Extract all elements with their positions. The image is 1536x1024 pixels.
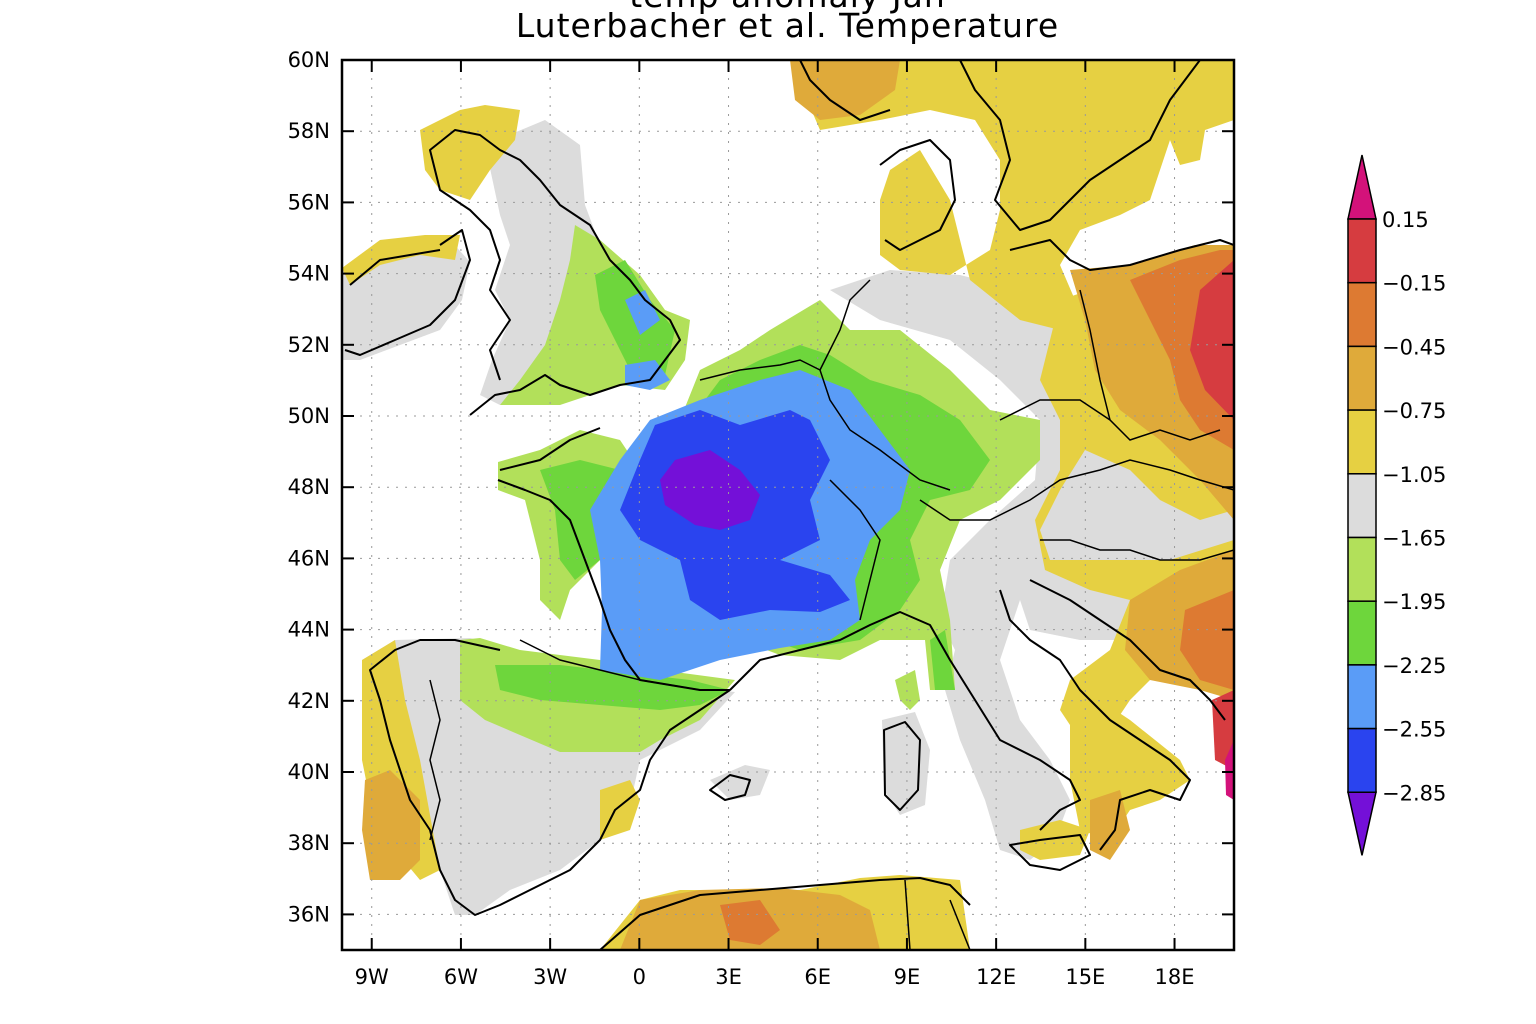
band-magenta bbox=[1225, 740, 1234, 800]
x-tick-label: 6W bbox=[444, 965, 478, 989]
colorbar-swatch bbox=[1347, 536, 1377, 602]
tick-marks bbox=[342, 59, 1234, 950]
x-tick-label: 9E bbox=[894, 965, 921, 989]
colorbar-swatch bbox=[1347, 281, 1377, 348]
colorbar-swatch bbox=[1347, 664, 1377, 730]
colorbar-label: −1.95 bbox=[1382, 590, 1446, 614]
y-axis-labels: 60N 58N 56N 54N 52N 50N 48N 46N 44N 42N 40N 38N 36N bbox=[288, 48, 330, 926]
colorbar-label: −1.05 bbox=[1382, 463, 1446, 487]
x-tick-label: 9W bbox=[355, 965, 389, 989]
y-tick-label: 54N bbox=[288, 262, 330, 286]
colorbar-swatch bbox=[1347, 600, 1377, 666]
x-tick-label: 6E bbox=[804, 965, 831, 989]
x-tick-label: 15E bbox=[1065, 965, 1105, 989]
colorbar-label: −0.45 bbox=[1382, 335, 1446, 359]
x-axis-labels: 9W 6W 3W 0 3E 6E 9E 12E 15E 18E bbox=[355, 965, 1195, 989]
colorbar-swatch bbox=[1347, 473, 1377, 539]
colorbar-label: −2.55 bbox=[1382, 718, 1446, 742]
map-title-line-2: Luterbacher et al. Temperature bbox=[515, 6, 1060, 45]
y-tick-label: 46N bbox=[288, 546, 330, 570]
colorbar-bottom-arrow bbox=[1347, 791, 1377, 856]
y-tick-label: 40N bbox=[288, 760, 330, 784]
y-tick-label: 48N bbox=[288, 475, 330, 499]
plot-frame bbox=[340, 58, 1236, 952]
colorbar-swatch bbox=[1347, 727, 1377, 794]
y-tick-label: 36N bbox=[288, 902, 330, 926]
colorbar-label: −2.25 bbox=[1382, 654, 1446, 678]
coastlines bbox=[344, 60, 1234, 950]
y-tick-label: 60N bbox=[288, 48, 330, 72]
colorbar-label: 0.15 bbox=[1382, 208, 1429, 232]
colorbar-swatch bbox=[1347, 218, 1377, 284]
y-tick-label: 52N bbox=[288, 333, 330, 357]
x-tick-label: 18E bbox=[1155, 965, 1195, 989]
x-tick-label: 3W bbox=[533, 965, 567, 989]
y-tick-label: 44N bbox=[288, 618, 330, 642]
y-tick-label: 42N bbox=[288, 689, 330, 713]
y-tick-label: 38N bbox=[288, 831, 330, 855]
colorbar-label: −0.75 bbox=[1382, 399, 1446, 423]
colorbar-swatch bbox=[1347, 409, 1377, 475]
x-tick-label: 0 bbox=[633, 965, 646, 989]
colorbar-label: −0.15 bbox=[1382, 272, 1446, 296]
colorbar: 0.15 −0.15 −0.45 −0.75 −1.05 −1.65 −1.95 −2.25 −… bbox=[1347, 154, 1446, 856]
colorbar-swatch bbox=[1347, 345, 1377, 411]
plot-area bbox=[342, 60, 1234, 950]
x-tick-label: 3E bbox=[715, 965, 742, 989]
y-tick-label: 58N bbox=[288, 119, 330, 143]
x-tick-label: 12E bbox=[976, 965, 1016, 989]
colorbar-top-arrow bbox=[1347, 154, 1377, 220]
colorbar-label: −2.85 bbox=[1382, 781, 1446, 805]
y-tick-label: 56N bbox=[288, 190, 330, 214]
map-title-line-1: temp anomaly Jan bbox=[340, 0, 1235, 14]
band-purple bbox=[660, 450, 760, 530]
colorbar-label: −1.65 bbox=[1382, 527, 1446, 551]
country-borders bbox=[429, 279, 1234, 950]
y-tick-label: 50N bbox=[288, 404, 330, 428]
